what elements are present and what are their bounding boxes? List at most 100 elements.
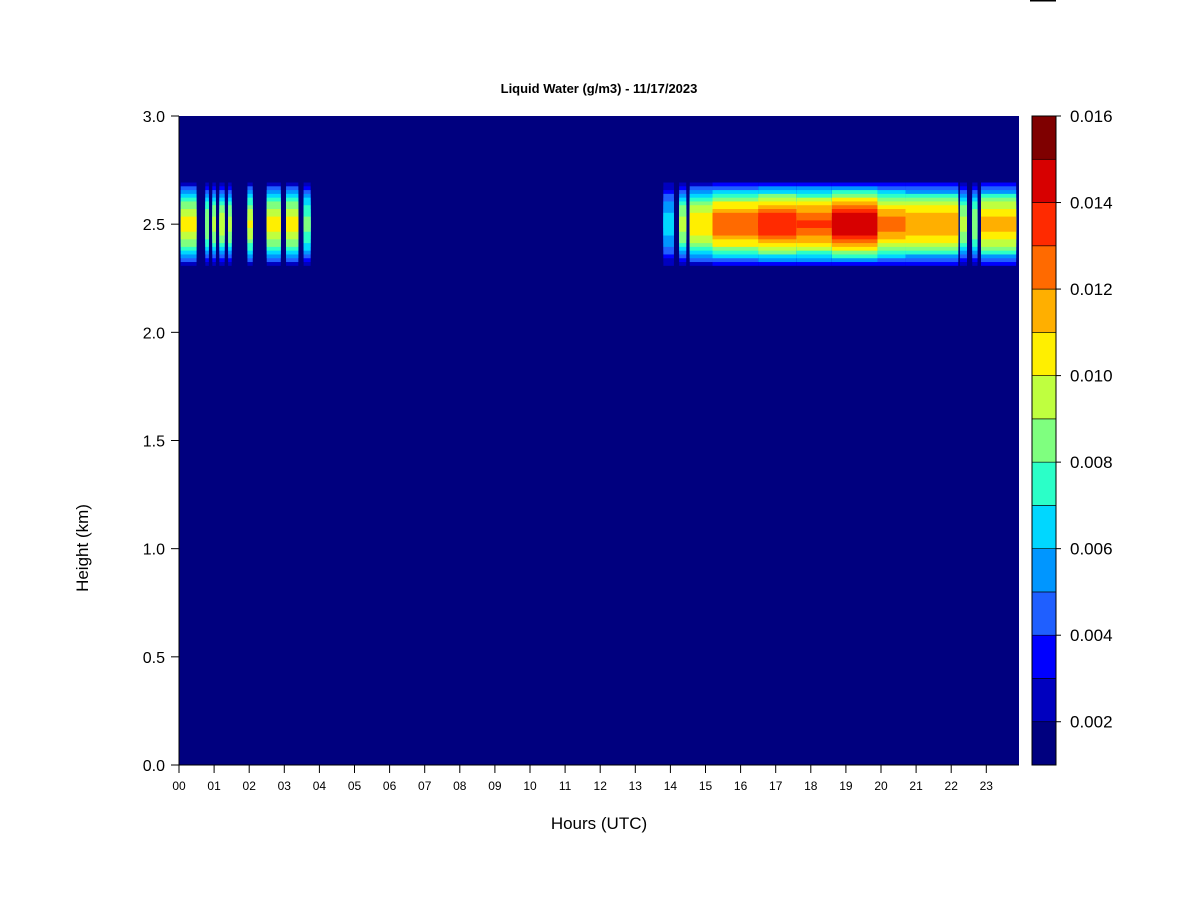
x-tick-label: 06 bbox=[383, 779, 397, 793]
colorbar-swatch bbox=[1031, 115, 1057, 160]
x-tick-label: 01 bbox=[207, 779, 221, 793]
colorbar-swatch bbox=[1031, 375, 1057, 420]
y-tick-label: 3.0 bbox=[143, 109, 165, 126]
x-tick-label: 05 bbox=[348, 779, 362, 793]
x-tick-label: 22 bbox=[945, 779, 959, 793]
y-tick-label: 1.0 bbox=[143, 542, 165, 559]
x-tick-label: 19 bbox=[839, 779, 853, 793]
colorbar-swatch bbox=[1031, 721, 1057, 766]
cloud-segment bbox=[219, 182, 225, 266]
colorbar-swatch bbox=[1031, 245, 1057, 290]
cloud-segment bbox=[796, 182, 832, 266]
heatmap-cell bbox=[758, 220, 797, 228]
heatmap-cell bbox=[247, 220, 253, 228]
cloud-segment bbox=[180, 182, 197, 266]
heatmap-cell bbox=[228, 220, 232, 228]
colorbar-tick-label: 0.012 bbox=[1070, 280, 1113, 299]
heatmap-cell bbox=[266, 220, 281, 228]
x-tick-label: 03 bbox=[278, 779, 292, 793]
colorbar-swatch bbox=[1031, 548, 1057, 593]
heatmap-cell bbox=[303, 220, 311, 228]
x-tick-label: 12 bbox=[594, 779, 608, 793]
colorbar-swatch bbox=[1031, 202, 1057, 247]
cloud-segment bbox=[712, 182, 759, 266]
cloud-segment bbox=[212, 182, 216, 266]
cloud-segment bbox=[228, 182, 232, 266]
heatmap-cell bbox=[679, 220, 687, 228]
x-axis: 00 01 02 03 04 05 06 07 08 09 10 11 12 13 14 15 16 17 18 19… bbox=[172, 764, 1019, 793]
x-tick-label: 11 bbox=[559, 779, 572, 793]
colorbar-frame bbox=[1031, 115, 1057, 766]
x-tick-label: 18 bbox=[804, 779, 818, 793]
cloud-segment bbox=[286, 182, 299, 266]
plot-area bbox=[179, 116, 1019, 765]
cloud-segment bbox=[266, 182, 281, 266]
colorbar-tick-label: 0.010 bbox=[1070, 367, 1113, 386]
heatmap-cell bbox=[219, 220, 225, 228]
colorbar-swatch bbox=[1031, 678, 1057, 723]
top-right-marker bbox=[1030, 0, 1056, 2]
cloud-segment bbox=[972, 182, 978, 266]
y-axis: 0.0 0.5 1.0 1.5 2.0 2.5 3.0 bbox=[143, 109, 180, 775]
x-axis-label: Hours (UTC) bbox=[551, 814, 647, 833]
y-tick-label: 2.0 bbox=[143, 325, 165, 342]
colorbar-swatch bbox=[1031, 418, 1057, 463]
y-tick-label: 0.0 bbox=[143, 758, 165, 775]
colorbar-swatch bbox=[1031, 461, 1057, 506]
heatmap-cell bbox=[663, 220, 674, 228]
cloud-segment bbox=[689, 182, 713, 266]
x-tick-label: 07 bbox=[418, 779, 432, 793]
colorbar-tick-label: 0.008 bbox=[1070, 453, 1113, 472]
x-tick-label: 15 bbox=[699, 779, 713, 793]
x-tick-label: 04 bbox=[313, 779, 327, 793]
cloud-segment bbox=[247, 182, 253, 266]
heatmap-cell bbox=[180, 220, 197, 228]
heatmap-cell bbox=[905, 220, 959, 228]
x-tick-label: 14 bbox=[664, 779, 678, 793]
cloud-segment bbox=[303, 182, 311, 266]
x-tick-label: 23 bbox=[980, 779, 994, 793]
x-tick-label: 00 bbox=[172, 779, 186, 793]
chart-title: Liquid Water (g/m3) - 11/17/2023 bbox=[501, 81, 698, 96]
y-tick-label: 1.5 bbox=[143, 434, 165, 451]
heatmap-cell bbox=[286, 220, 299, 228]
cloud-segment bbox=[981, 182, 1017, 266]
heatmap-cell bbox=[959, 220, 967, 228]
colorbar: 0.002 0.004 0.006 0.008 0.010 0.012 0.014 0.016 bbox=[1031, 107, 1113, 766]
cloud-segment bbox=[877, 182, 906, 266]
cloud-segment bbox=[831, 182, 878, 266]
cloud-segment bbox=[663, 182, 674, 266]
heatmap-cell bbox=[972, 220, 978, 228]
colorbar-swatch bbox=[1031, 591, 1057, 636]
heatmap-cell bbox=[981, 220, 1017, 228]
colorbar-swatch bbox=[1031, 158, 1057, 203]
x-tick-label: 13 bbox=[629, 779, 643, 793]
colorbar-swatch bbox=[1031, 332, 1057, 376]
x-tick-label: 08 bbox=[453, 779, 467, 793]
colorbar-swatch bbox=[1031, 634, 1057, 679]
x-tick-label: 20 bbox=[874, 779, 888, 793]
colorbar-tick-label: 0.006 bbox=[1070, 540, 1113, 559]
colorbar-tick-label: 0.014 bbox=[1070, 194, 1113, 213]
heatmap-cell bbox=[831, 220, 878, 228]
colorbar-swatch bbox=[1031, 288, 1057, 333]
y-tick-label: 0.5 bbox=[143, 650, 165, 667]
heatmap-cell bbox=[796, 220, 832, 228]
y-axis-label: Height (km) bbox=[73, 504, 92, 592]
heatmap-cell bbox=[877, 220, 906, 228]
heatmap-cell bbox=[689, 220, 713, 228]
x-tick-label: 16 bbox=[734, 779, 748, 793]
cloud-segment bbox=[205, 182, 209, 266]
cloud-segment bbox=[758, 182, 797, 266]
heatmap-cell bbox=[205, 220, 209, 228]
x-tick-label: 02 bbox=[243, 779, 257, 793]
colorbar-swatch bbox=[1031, 505, 1057, 549]
y-tick-label: 2.5 bbox=[143, 217, 165, 234]
colorbar-tick-label: 0.004 bbox=[1070, 626, 1113, 645]
colorbar-tick-label: 0.002 bbox=[1070, 713, 1113, 732]
colorbar-tick-label: 0.016 bbox=[1070, 107, 1113, 126]
heatmap-cell bbox=[712, 220, 759, 228]
cloud-segment bbox=[905, 182, 959, 266]
x-tick-label: 10 bbox=[523, 779, 537, 793]
